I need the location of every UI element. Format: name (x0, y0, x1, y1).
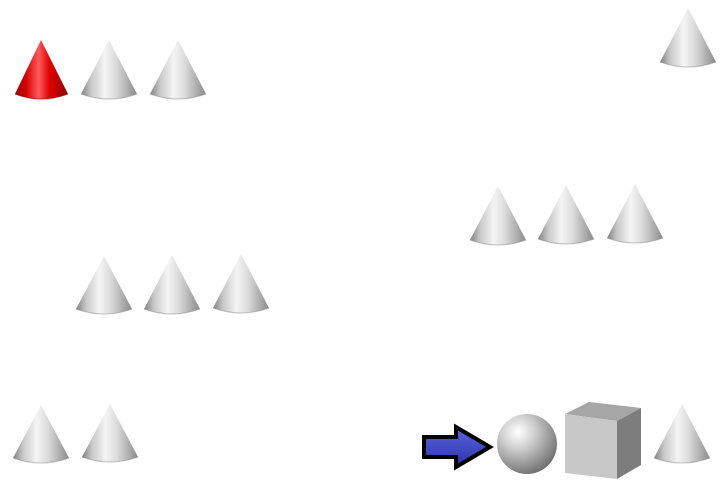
cone-grey (537, 185, 595, 245)
cone-grey (143, 255, 201, 315)
cone-grey (653, 404, 711, 464)
cone-grey (469, 186, 527, 246)
arrow-right-icon (422, 423, 494, 471)
cube (565, 402, 641, 479)
sphere (497, 414, 557, 474)
cone-grey (659, 8, 717, 68)
cone-grey (149, 40, 207, 100)
cone-red (14, 40, 69, 100)
cone-grey (75, 256, 133, 315)
cone-grey (80, 40, 138, 100)
cone-grey (81, 404, 139, 463)
cone-grey (12, 405, 70, 464)
cone-grey (606, 184, 664, 244)
cone-grey (212, 254, 270, 314)
